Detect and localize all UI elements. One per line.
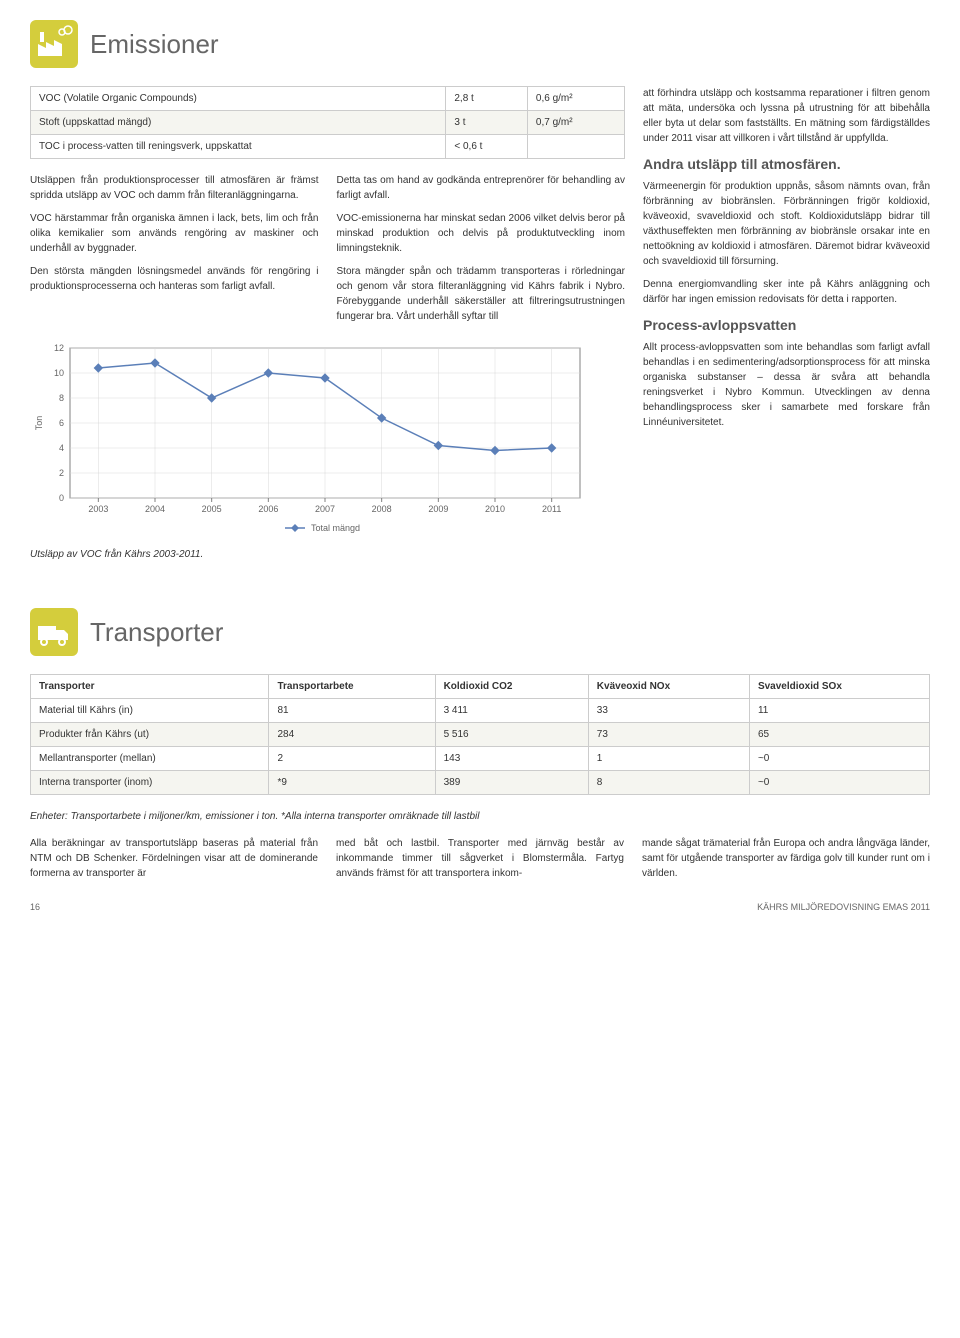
body-text: Alla beräkningar av transportutsläpp bas… [30,836,318,881]
table-row: Mellantransporter (mellan)21431~0 [31,747,930,771]
svg-text:2007: 2007 [315,504,335,514]
svg-text:2004: 2004 [145,504,165,514]
svg-text:12: 12 [54,343,64,353]
section-title-transporter: Transporter [90,613,223,652]
table-row: Material till Kährs (in)813 4113311 [31,699,930,723]
svg-text:2011: 2011 [542,504,561,514]
svg-text:2008: 2008 [372,504,392,514]
body-text: VOC-emissionerna har minskat sedan 2006 … [337,211,626,256]
table-row: VOC (Volatile Organic Compounds)2,8 t0,6… [31,87,625,111]
svg-text:10: 10 [54,368,64,378]
body-text: Detta tas om hand av godkända entreprenö… [337,173,626,203]
table-row: TOC i process-vatten till reningsverk, u… [31,135,625,159]
svg-text:4: 4 [59,443,64,453]
body-text: Allt process-avloppsvatten som inte beha… [643,340,930,430]
svg-text:2: 2 [59,468,64,478]
svg-text:Total mängd: Total mängd [311,523,360,533]
body-text: med båt och lastbil. Transporter med jär… [336,836,624,881]
body-text: Utsläppen från produktionsprocesser till… [30,173,319,203]
svg-text:2003: 2003 [88,504,108,514]
svg-text:2006: 2006 [258,504,278,514]
voc-chart: 0 2 4 6 8 10 12 Ton 2003 2004 2005 2006 2007 2008 2009… [30,338,625,562]
table-row: Produkter från Kährs (ut)2845 5167365 [31,723,930,747]
truck-icon [30,608,78,656]
chart-caption: Utsläpp av VOC från Kährs 2003-2011. [30,547,625,562]
body-text: Denna energiomvandling sker inte på Kähr… [643,277,930,307]
transporter-table: Transporter Transportarbete Koldioxid CO… [30,674,930,795]
svg-text:6: 6 [59,418,64,428]
body-text: mande sågat trämaterial från Europa och … [642,836,930,881]
page-number: 16 [30,901,40,915]
svg-text:8: 8 [59,393,64,403]
body-text: Den största mängden lösningsmedel använd… [30,264,319,294]
table-note: Enheter: Transportarbete i miljoner/km, … [30,809,930,824]
body-text: att förhindra utsläpp och kostsamma repa… [643,86,930,146]
doc-title: KÄHRS MILJÖREDOVISNING EMAS 2011 [757,901,930,915]
table-row: Stoft (uppskattad mängd)3 t0,7 g/m² [31,111,625,135]
svg-text:2010: 2010 [485,504,505,514]
section-title-emissioner: Emissioner [90,25,219,64]
subheading: Process-avloppsvatten [643,315,930,336]
svg-text:2005: 2005 [202,504,222,514]
subheading: Andra utsläpp till atmosfären. [643,154,930,175]
table-row: Interna transporter (inom)*93898~0 [31,771,930,795]
svg-text:0: 0 [59,493,64,503]
svg-text:2009: 2009 [428,504,448,514]
factory-icon [30,20,78,68]
svg-text:Ton: Ton [34,416,44,431]
emissioner-table: VOC (Volatile Organic Compounds)2,8 t0,6… [30,86,625,159]
body-text: VOC härstammar från organiska ämnen i la… [30,211,319,256]
body-text: Värmeenergin för produktion uppnås, såso… [643,179,930,269]
body-text: Stora mängder spån och trädamm transport… [337,264,626,324]
